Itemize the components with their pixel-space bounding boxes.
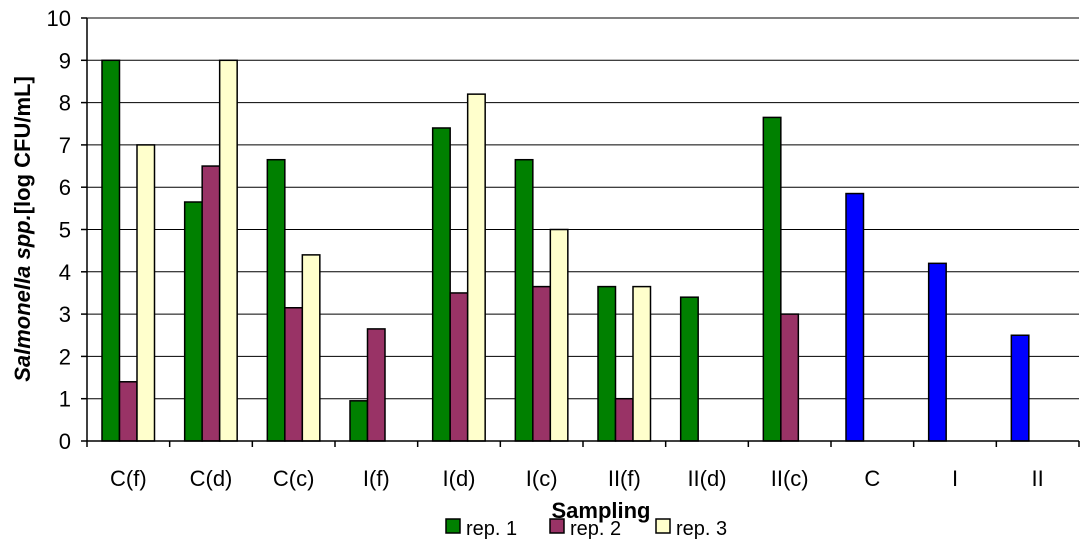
x-tick-label: C(d) (190, 466, 233, 491)
bar-mean (1010, 334, 1030, 442)
bar-rep-1 (101, 59, 121, 442)
bar-rep-3 (632, 285, 652, 442)
bar-rep-1 (679, 296, 699, 442)
bar-rep-1 (431, 127, 451, 442)
x-tick-label: II (1032, 466, 1044, 491)
gridlines (87, 17, 1079, 442)
legend-swatch (549, 518, 565, 534)
y-tick-labels: 0 1 2 3 4 5 6 7 8 9 10 (47, 6, 71, 454)
legend-label: rep. 2 (570, 518, 621, 540)
bar-rep-1 (266, 158, 286, 442)
x-tick-label: C(c) (273, 466, 315, 491)
legend: rep. 1 rep. 2 rep. 3 (445, 518, 727, 540)
bars (101, 59, 1030, 442)
x-tick-label: II(d) (687, 466, 726, 491)
bar-rep-2 (449, 292, 469, 442)
y-axis-label-units: [log CFU/mL] (10, 76, 35, 214)
y-tick-label: 7 (59, 133, 71, 158)
x-tick-label: C (864, 466, 880, 491)
y-tick-label: 4 (59, 260, 71, 285)
bar-rep-3 (136, 144, 156, 442)
y-tick-label: 0 (59, 429, 71, 454)
x-tick-label: I(d) (443, 466, 476, 491)
x-tick-label: I(f) (363, 466, 390, 491)
y-tick-label: 3 (59, 302, 71, 327)
x-tick-label: I (952, 466, 958, 491)
y-tick-label: 10 (47, 6, 71, 31)
y-tick-label: 9 (59, 48, 71, 73)
bar-rep-1 (597, 285, 617, 442)
bar-rep-1 (183, 201, 203, 442)
y-tick-label: 8 (59, 91, 71, 116)
y-tick-label: 2 (59, 344, 71, 369)
bar-rep-1 (349, 400, 369, 442)
bar-rep-1 (514, 158, 534, 442)
y-axis-label: Salmonella spp.[log CFU/mL] (10, 76, 35, 382)
x-tick-label: C(f) (110, 466, 147, 491)
x-axis-label: Sampling (551, 498, 650, 523)
bar-rep-2 (614, 397, 634, 442)
x-tick-label: II(f) (608, 466, 641, 491)
y-tick-label: 1 (59, 387, 71, 412)
bar-rep-2 (201, 165, 221, 442)
bar-rep-2 (532, 285, 552, 442)
x-tick-labels: C(f) C(d) C(c) I(f) I(d) I(c) II(f) II(d) II(c) C… (110, 466, 1044, 491)
legend-label: rep. 1 (466, 518, 517, 540)
bar-rep-1 (762, 116, 782, 442)
legend-swatch (655, 518, 671, 534)
bar-rep-3 (218, 59, 238, 442)
y-tick-label: 5 (59, 218, 71, 243)
legend-swatch (445, 518, 461, 534)
x-tick-label: I(c) (526, 466, 558, 491)
y-tick-label: 6 (59, 175, 71, 200)
bar-rep-2 (780, 313, 800, 442)
bar-rep-2 (366, 328, 386, 442)
bar-rep-2 (284, 307, 304, 442)
y-axis-label-italic: Salmonella spp. (10, 214, 35, 382)
bar-rep-2 (118, 381, 138, 442)
bar-rep-3 (301, 254, 321, 442)
axes (81, 17, 1080, 447)
x-tick-label: II(c) (771, 466, 809, 491)
bar-mean (845, 192, 865, 442)
bar-mean (927, 262, 947, 442)
legend-label: rep. 3 (676, 518, 727, 540)
bar-rep-3 (549, 228, 569, 442)
bar-rep-3 (466, 93, 486, 442)
